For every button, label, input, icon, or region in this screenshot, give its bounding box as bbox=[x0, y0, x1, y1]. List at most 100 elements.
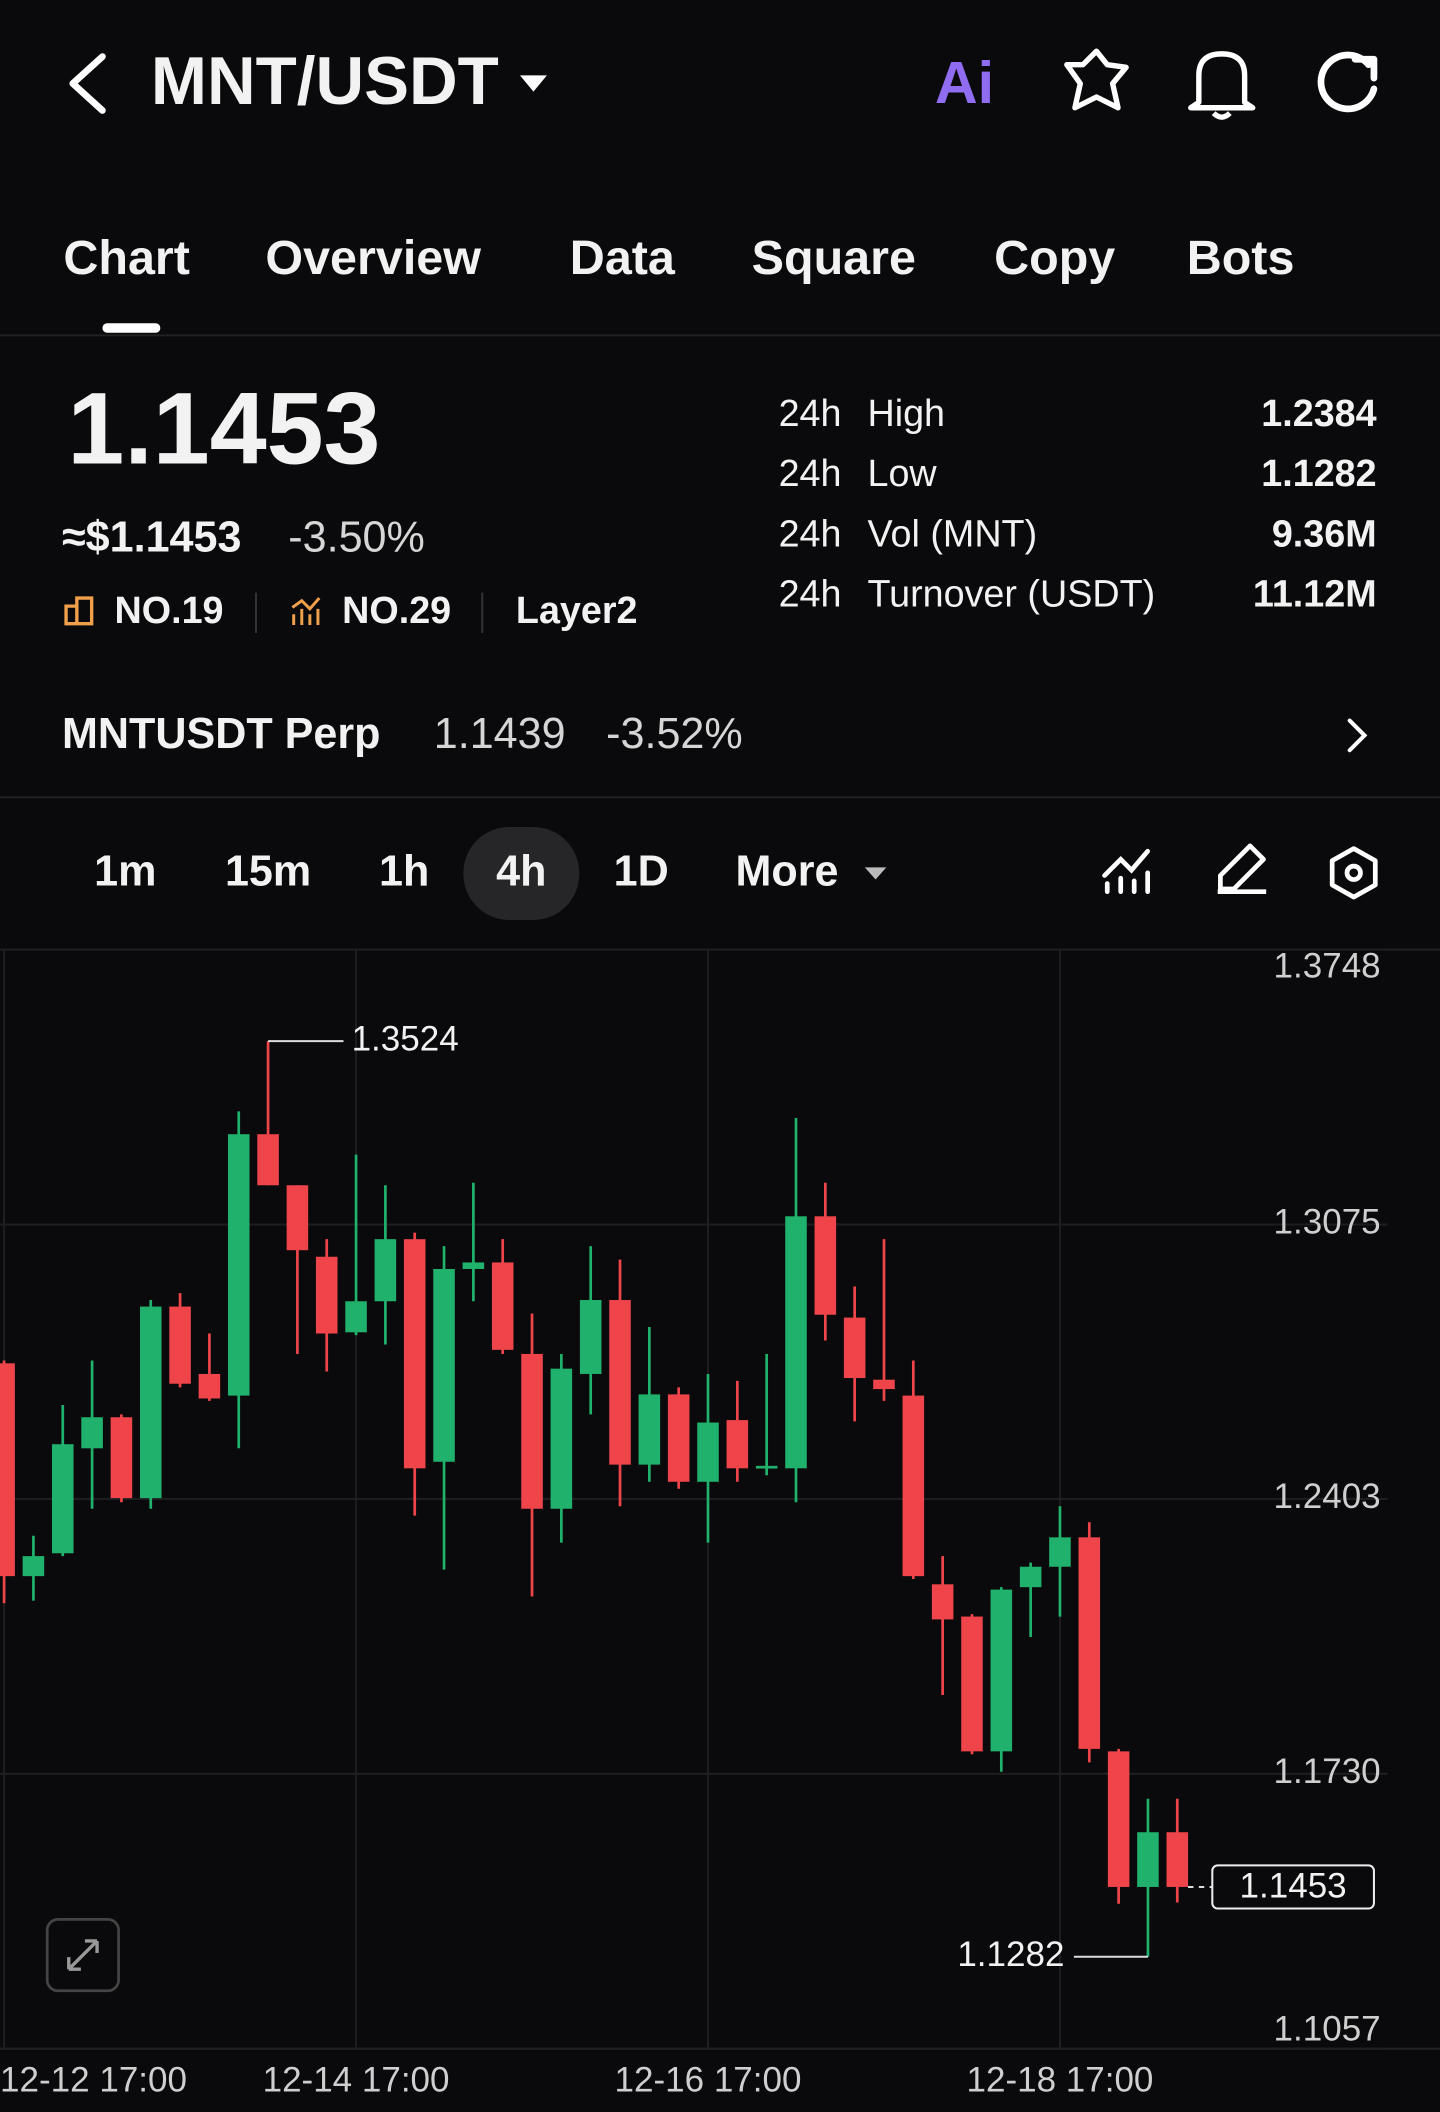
pair-title[interactable]: MNT/USDT bbox=[151, 44, 499, 119]
stat-label: High bbox=[867, 392, 945, 434]
tab[interactable]: Chart bbox=[63, 231, 190, 285]
candle-body bbox=[843, 1317, 866, 1379]
share-arrow bbox=[1351, 55, 1378, 82]
last-price: 1.1453 bbox=[67, 370, 380, 485]
ai-button[interactable]: Ai bbox=[935, 49, 994, 116]
fullscreen-icon bbox=[67, 1939, 99, 1971]
tag[interactable]: Layer2 bbox=[516, 589, 638, 631]
candle-body bbox=[609, 1300, 631, 1465]
candle-body bbox=[462, 1262, 485, 1269]
active-tab-indicator bbox=[102, 323, 161, 333]
candle-body bbox=[433, 1268, 455, 1462]
candle-body bbox=[667, 1394, 690, 1482]
candle-body bbox=[990, 1589, 1013, 1752]
favorite-button[interactable] bbox=[1064, 48, 1129, 111]
fullscreen-button[interactable] bbox=[45, 1918, 120, 1993]
interval[interactable]: 4h bbox=[496, 848, 546, 896]
candlestick-chart: 1.1057 1.1730 1.2403 1.3075 1.3748 12-12 17:0… bbox=[0, 947, 1440, 2100]
stat-label: Turnover (USDT) bbox=[867, 572, 1155, 614]
candle-body bbox=[931, 1584, 954, 1620]
stat-label: Vol (MNT) bbox=[867, 512, 1037, 554]
high-marker-label: 1.3524 bbox=[352, 1019, 459, 1058]
usd-price: ≈$1.1453 bbox=[62, 514, 241, 562]
settings-dot bbox=[1344, 863, 1363, 882]
candle-body bbox=[51, 1444, 74, 1554]
tab[interactable]: Overview bbox=[265, 231, 481, 285]
candle-body bbox=[315, 1256, 338, 1334]
candle-body bbox=[0, 1363, 15, 1577]
candle-body bbox=[374, 1239, 397, 1302]
tab[interactable]: Bots bbox=[1187, 231, 1295, 285]
candle-body bbox=[726, 1420, 749, 1469]
settings-button[interactable] bbox=[1329, 846, 1378, 900]
low-marker-label: 1.1282 bbox=[957, 1935, 1064, 1974]
candle-body bbox=[814, 1216, 837, 1315]
y-tick-label: 1.1057 bbox=[1274, 2009, 1381, 2048]
candle-body bbox=[785, 1216, 807, 1469]
rank-icon bbox=[64, 596, 94, 626]
candle-body bbox=[902, 1395, 925, 1577]
candle-body bbox=[227, 1134, 250, 1396]
stat-period: 24h bbox=[779, 452, 842, 494]
candle-body bbox=[638, 1394, 661, 1465]
interval[interactable]: 1D bbox=[614, 848, 669, 896]
candle-body bbox=[961, 1616, 983, 1752]
candle-body bbox=[345, 1301, 367, 1333]
x-tick-label: 12-12 17:00 bbox=[0, 2061, 187, 2100]
candle-body bbox=[1078, 1537, 1101, 1749]
candle-body bbox=[1107, 1751, 1130, 1887]
active-interval bbox=[463, 827, 580, 920]
candle-body bbox=[169, 1306, 191, 1384]
candle-body bbox=[491, 1262, 514, 1350]
indicators-button[interactable] bbox=[1102, 848, 1151, 895]
candle-body bbox=[110, 1417, 133, 1499]
interval[interactable]: 1h bbox=[379, 848, 429, 896]
trend-rank-icon bbox=[291, 597, 321, 625]
candle-body bbox=[550, 1368, 573, 1509]
x-tick-label: 12-16 17:00 bbox=[615, 2061, 802, 2100]
candle-body bbox=[697, 1422, 719, 1482]
candle-body bbox=[1137, 1832, 1159, 1887]
perp-name[interactable]: MNTUSDT Perp bbox=[62, 710, 380, 758]
perp-change: -3.52% bbox=[606, 710, 743, 758]
perp-chevron[interactable] bbox=[1347, 718, 1368, 753]
y-tick-label: 1.1730 bbox=[1274, 1752, 1381, 1791]
interval[interactable]: 15m bbox=[225, 848, 311, 896]
x-tick-label: 12-14 17:00 bbox=[263, 2061, 450, 2100]
stat-value: 1.1282 bbox=[1261, 452, 1376, 494]
interval[interactable]: More bbox=[735, 848, 838, 896]
candle-body bbox=[257, 1134, 279, 1186]
tab[interactable]: Square bbox=[752, 231, 916, 285]
pair-dropdown[interactable] bbox=[519, 75, 547, 92]
more-dropdown[interactable] bbox=[864, 867, 887, 880]
stat-value: 1.2384 bbox=[1261, 392, 1376, 434]
share-button[interactable] bbox=[1317, 51, 1378, 113]
candle-body bbox=[1019, 1566, 1042, 1588]
candle-body bbox=[873, 1379, 895, 1390]
perp-price: 1.1439 bbox=[434, 710, 566, 758]
candle-body bbox=[81, 1417, 103, 1449]
candle-body bbox=[755, 1465, 778, 1469]
stat-period: 24h bbox=[779, 572, 842, 614]
candle-body bbox=[198, 1373, 221, 1399]
stat-value: 9.36M bbox=[1272, 512, 1377, 554]
x-tick-label: 12-18 17:00 bbox=[967, 2061, 1154, 2100]
price-change: -3.50% bbox=[288, 514, 425, 562]
rank[interactable]: NO.19 bbox=[115, 589, 224, 631]
last-price-box bbox=[1211, 1864, 1375, 1910]
y-tick-label: 1.3748 bbox=[1274, 947, 1381, 986]
candle-body bbox=[579, 1300, 602, 1374]
stat-period: 24h bbox=[779, 512, 842, 554]
tab[interactable]: Data bbox=[570, 231, 676, 285]
alert-button[interactable] bbox=[1188, 51, 1256, 120]
tab[interactable]: Copy bbox=[994, 231, 1115, 285]
draw-button[interactable] bbox=[1217, 843, 1267, 895]
y-tick-label: 1.2403 bbox=[1274, 1477, 1381, 1516]
last-price-label: 1.1453 bbox=[1240, 1867, 1347, 1906]
interval[interactable]: 1m bbox=[94, 848, 156, 896]
rank[interactable]: NO.29 bbox=[342, 589, 451, 631]
back-button[interactable] bbox=[69, 53, 106, 114]
